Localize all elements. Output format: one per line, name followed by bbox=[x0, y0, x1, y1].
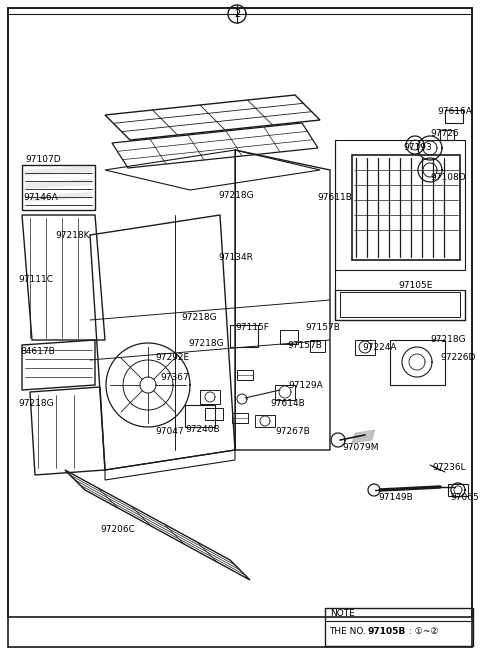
Bar bbox=[335, 140, 465, 270]
Bar bbox=[237, 370, 253, 380]
Bar bbox=[325, 608, 473, 646]
Text: 97616A: 97616A bbox=[437, 107, 472, 117]
Text: 97218K: 97218K bbox=[55, 231, 89, 240]
Bar bbox=[310, 340, 325, 352]
Text: 97614B: 97614B bbox=[270, 398, 305, 407]
Text: THE NO.: THE NO. bbox=[329, 627, 366, 637]
Text: 97218G: 97218G bbox=[430, 335, 466, 345]
Text: 84617B: 84617B bbox=[20, 348, 55, 356]
Polygon shape bbox=[25, 192, 92, 202]
Bar bbox=[232, 413, 248, 423]
Text: 97115F: 97115F bbox=[235, 324, 269, 333]
Text: 97267B: 97267B bbox=[275, 428, 310, 436]
Bar bbox=[352, 155, 460, 260]
Text: 97226D: 97226D bbox=[440, 354, 475, 362]
Text: 97047: 97047 bbox=[155, 428, 184, 436]
Text: 97134R: 97134R bbox=[218, 253, 253, 263]
Text: : ①~②: : ①~② bbox=[409, 627, 439, 637]
Text: 97105B: 97105B bbox=[367, 627, 405, 637]
Text: 97218G: 97218G bbox=[18, 400, 54, 409]
Text: NOTE: NOTE bbox=[330, 610, 355, 618]
Text: 97146A: 97146A bbox=[23, 193, 58, 202]
Text: 97206C: 97206C bbox=[100, 525, 135, 534]
Polygon shape bbox=[25, 179, 92, 189]
Text: 97129A: 97129A bbox=[288, 381, 323, 390]
Bar bbox=[275, 385, 295, 400]
Bar bbox=[355, 340, 375, 355]
Polygon shape bbox=[352, 430, 375, 443]
Bar bbox=[205, 408, 223, 420]
Text: 97224A: 97224A bbox=[362, 343, 396, 352]
Text: 97240B: 97240B bbox=[185, 426, 220, 434]
Bar bbox=[185, 405, 215, 427]
Text: 97218G: 97218G bbox=[188, 339, 224, 348]
Bar bbox=[230, 325, 258, 347]
Text: 97157B: 97157B bbox=[287, 341, 322, 350]
Text: 97236L: 97236L bbox=[432, 464, 466, 472]
Text: 97108D: 97108D bbox=[430, 174, 466, 183]
Text: 97079M: 97079M bbox=[342, 443, 379, 453]
Bar bbox=[340, 292, 460, 317]
Text: 97193: 97193 bbox=[403, 143, 432, 153]
Bar bbox=[390, 340, 445, 385]
Bar bbox=[280, 330, 298, 344]
Text: 97367: 97367 bbox=[160, 373, 189, 383]
Text: 97218G: 97218G bbox=[218, 191, 253, 200]
Text: 97149B: 97149B bbox=[378, 493, 413, 502]
Bar bbox=[445, 110, 463, 123]
Text: 97065: 97065 bbox=[450, 493, 479, 502]
Text: 97292E: 97292E bbox=[155, 354, 189, 362]
Text: 97157B: 97157B bbox=[305, 322, 340, 331]
Text: 97726: 97726 bbox=[430, 128, 458, 138]
Text: 97105E: 97105E bbox=[398, 280, 432, 290]
Text: 97111C: 97111C bbox=[18, 276, 53, 284]
Bar bbox=[255, 415, 275, 427]
Polygon shape bbox=[25, 166, 92, 176]
Text: 97611B: 97611B bbox=[317, 193, 352, 202]
Text: 97107D: 97107D bbox=[25, 155, 60, 164]
Text: 97218G: 97218G bbox=[181, 314, 216, 322]
Text: 2: 2 bbox=[234, 9, 240, 19]
Bar bbox=[200, 390, 220, 404]
Bar bbox=[440, 130, 454, 140]
